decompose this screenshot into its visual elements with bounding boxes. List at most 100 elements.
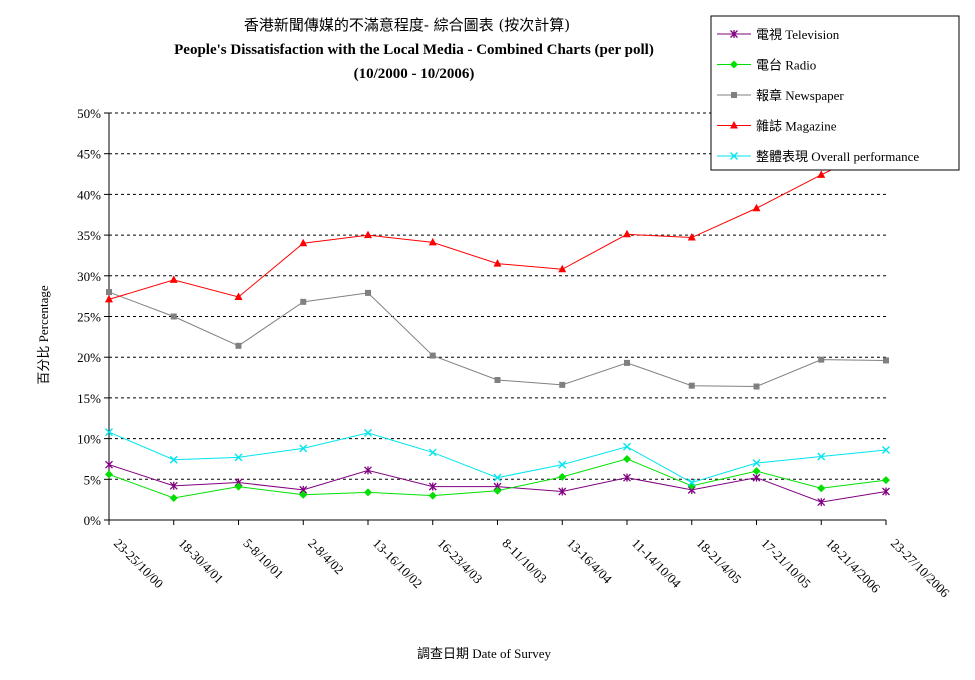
legend-label: 雜誌 Magazine — [756, 119, 837, 134]
data-point — [817, 484, 826, 493]
series-4 — [105, 428, 890, 487]
series-3 — [105, 138, 890, 303]
data-point — [494, 376, 501, 383]
data-point — [817, 170, 826, 178]
data-point — [428, 491, 437, 500]
data-point — [364, 488, 372, 497]
data-point — [105, 470, 113, 479]
x-tick-label: 2-8/4/02 — [305, 536, 347, 578]
data-point — [753, 383, 760, 390]
series-2 — [106, 289, 889, 390]
data-point — [105, 460, 113, 469]
data-point — [234, 292, 243, 300]
legend-item: 報章 Newspaper — [717, 88, 844, 103]
legend: 電視 Television 電台 Radio 報章 Newspaper 雜誌 Maga… — [710, 15, 960, 171]
data-point — [623, 442, 631, 451]
data-point — [752, 459, 761, 468]
data-point — [169, 275, 178, 283]
y-tick-label: 10% — [77, 432, 101, 447]
y-tick-label: 25% — [77, 310, 101, 325]
x-tick-label: 5-8/10/01 — [240, 536, 286, 582]
chart-date-range: (10/2000 - 10/2006) — [354, 66, 475, 82]
data-point — [558, 264, 567, 273]
x-tick-label: 8-11/10/03 — [499, 536, 550, 587]
series-0 — [105, 460, 890, 507]
data-point — [169, 494, 178, 503]
data-point — [817, 452, 826, 461]
x-axis-ticks: 23-25/10/00 18-30/4/01 5-8/10/01 2-8/4/02 13… — [108, 520, 953, 601]
x-tick-label: 13-16/10/02 — [370, 536, 426, 592]
data-point — [234, 453, 243, 462]
series-line — [108, 291, 887, 388]
legend-swatch-marker — [731, 92, 737, 98]
data-point — [299, 238, 308, 247]
data-point — [428, 448, 437, 457]
data-point — [558, 460, 567, 469]
legend-box — [710, 15, 960, 171]
data-point — [105, 294, 113, 303]
legend-label: 整體表現 Overall performance — [756, 149, 919, 164]
data-point — [687, 233, 696, 241]
x-tick-label: 11-14/10/04 — [629, 536, 685, 592]
data-point — [624, 359, 630, 366]
x-tick-label: 18-30/4/01 — [176, 536, 227, 587]
data-point — [882, 476, 890, 485]
y-axis-ticks: 0% 5% 10% 15% 20% 25% 30% 35% 40% 45% 50% — [77, 106, 109, 528]
series-group — [105, 138, 890, 507]
x-tick-label: 23-27/10/2006 — [888, 536, 953, 601]
data-point — [169, 455, 178, 464]
y-tick-label: 5% — [84, 472, 102, 487]
legend-swatch-marker — [730, 60, 738, 69]
data-point — [882, 487, 890, 496]
data-point — [365, 289, 371, 296]
data-point — [364, 230, 372, 239]
data-point — [882, 446, 890, 454]
legend-swatch-marker — [730, 121, 738, 129]
chart-title: 香港新聞傳媒的不滿意程度- 綜合圖表 (按次計算) — [244, 16, 570, 34]
y-tick-label: 40% — [77, 187, 101, 202]
data-point — [428, 482, 437, 491]
legend-item: 電視 Television — [717, 27, 840, 42]
data-point — [818, 356, 825, 363]
x-tick-label: 18-21/4/2006 — [823, 536, 883, 596]
y-tick-label: 0% — [84, 513, 102, 528]
x-tick-label: 16-23/4/03 — [435, 536, 486, 587]
data-point — [493, 486, 502, 495]
legend-swatch-marker — [730, 30, 738, 38]
data-point — [299, 444, 308, 453]
data-point — [883, 357, 889, 364]
data-point — [429, 352, 436, 359]
legend-item: 雜誌 Magazine — [717, 119, 837, 134]
data-point — [752, 467, 761, 476]
data-point — [687, 478, 696, 487]
x-axis-label: 調查日期 Date of Survey — [417, 646, 551, 661]
y-tick-label: 45% — [77, 147, 101, 162]
data-point — [817, 498, 826, 507]
data-point — [105, 428, 113, 437]
data-point — [428, 237, 437, 246]
legend-label: 電台 Radio — [756, 58, 816, 73]
data-point — [300, 298, 307, 305]
data-point — [558, 487, 567, 496]
data-point — [493, 259, 502, 267]
legend-swatch-marker — [730, 152, 738, 160]
y-tick-label: 50% — [77, 106, 101, 121]
x-tick-label: 18-21/4/05 — [694, 536, 745, 587]
data-point — [235, 342, 242, 349]
data-point — [623, 473, 631, 482]
data-point — [558, 472, 567, 481]
data-point — [493, 473, 502, 482]
data-point — [299, 490, 308, 499]
data-point — [364, 466, 372, 475]
data-point — [623, 454, 631, 463]
data-point — [559, 381, 566, 388]
y-tick-label: 20% — [77, 350, 101, 365]
x-tick-label: 23-25/10/00 — [111, 536, 167, 592]
data-point — [234, 482, 243, 491]
legend-label: 報章 Newspaper — [756, 88, 844, 103]
data-point — [170, 313, 177, 320]
y-tick-label: 30% — [77, 269, 101, 284]
data-point — [106, 289, 112, 296]
legend-item: 整體表現 Overall performance — [717, 149, 919, 164]
